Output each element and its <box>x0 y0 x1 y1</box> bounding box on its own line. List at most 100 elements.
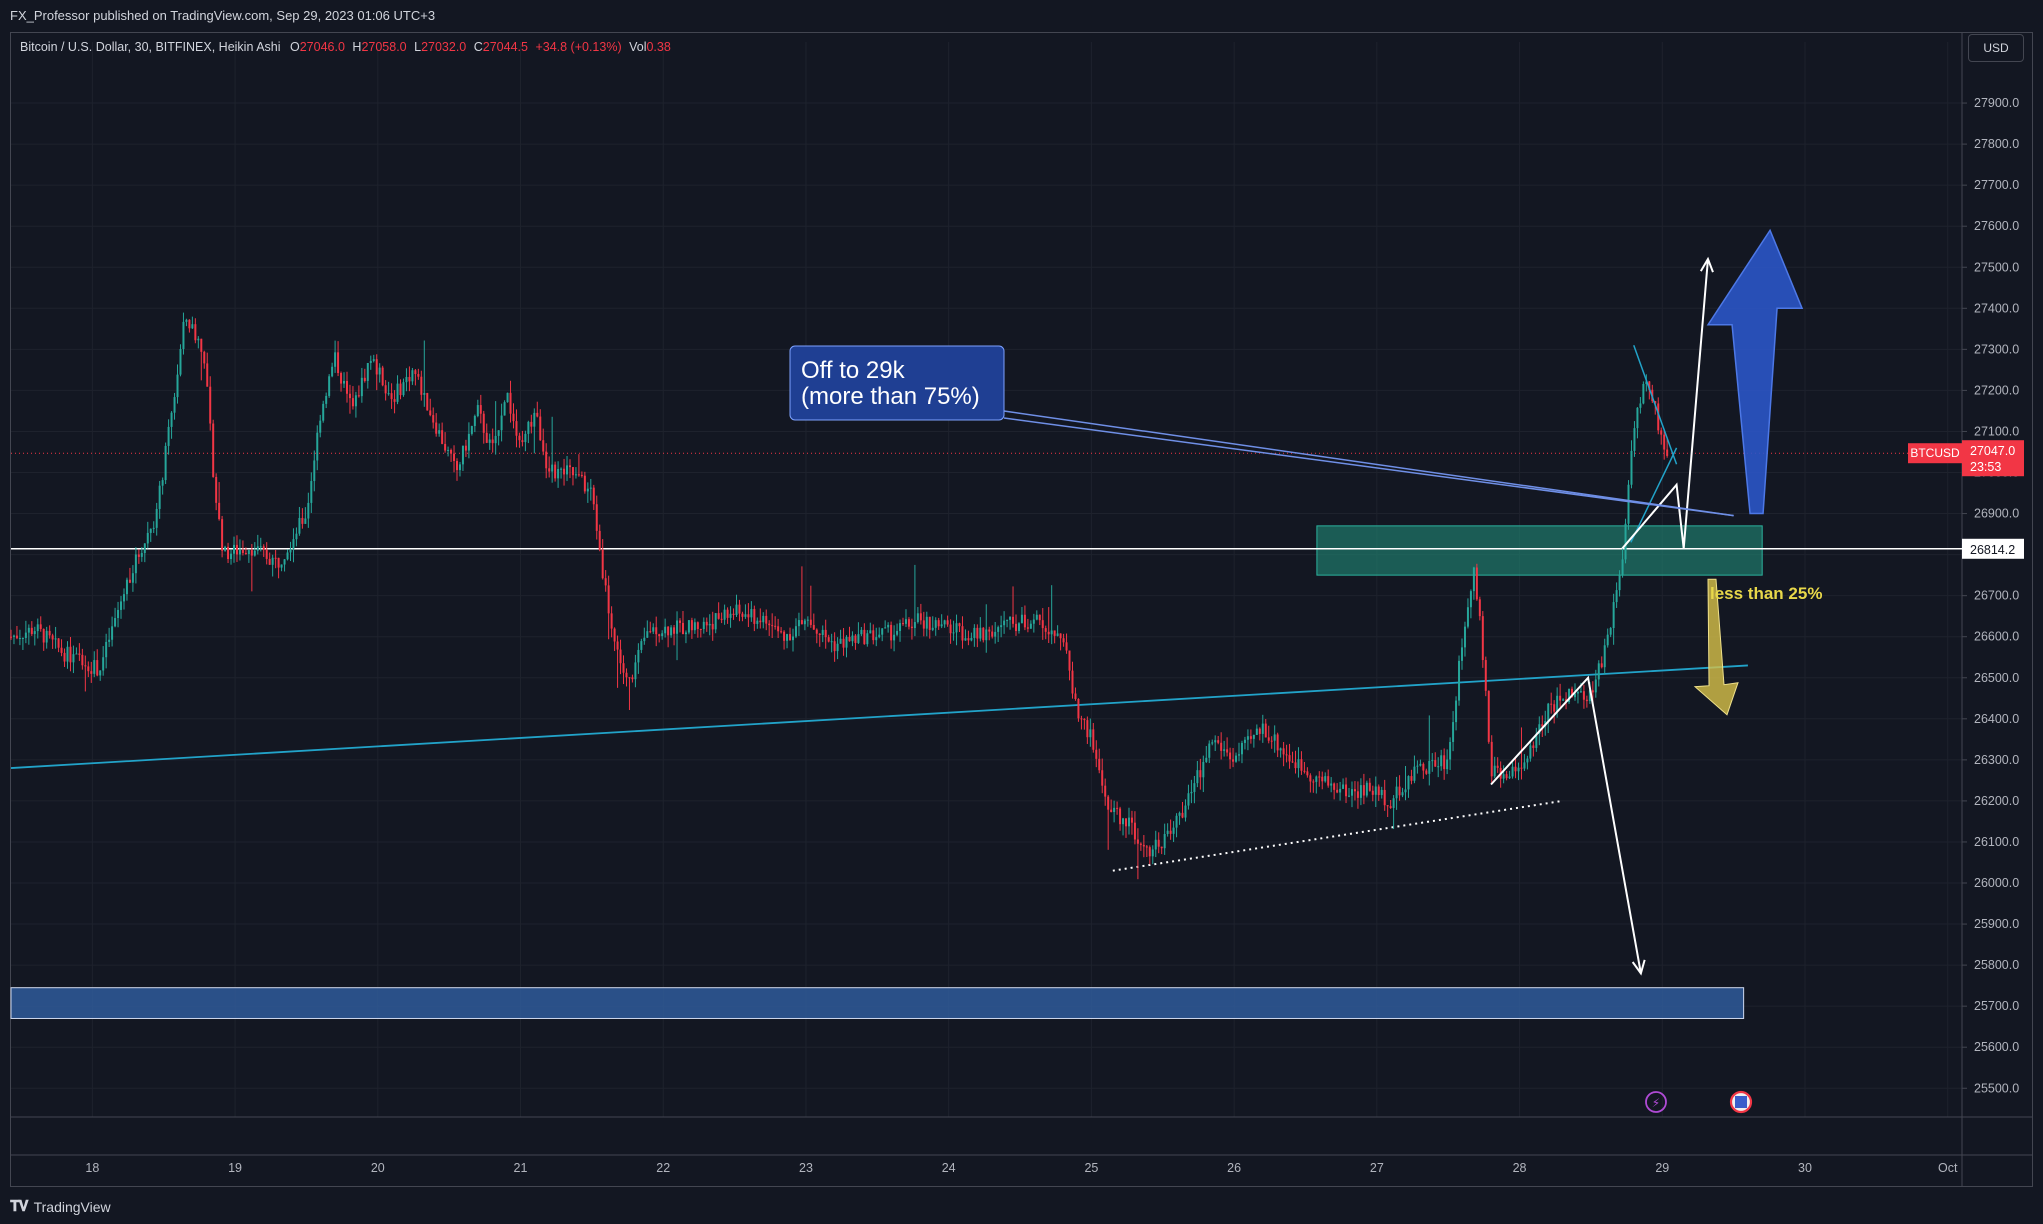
x-tick-label: 22 <box>656 1161 670 1175</box>
x-tick-label: 26 <box>1227 1161 1241 1175</box>
candle-body <box>1377 786 1380 796</box>
candle-body <box>1529 745 1532 759</box>
candle-body <box>137 554 140 557</box>
candle-body <box>1615 590 1618 603</box>
symbol-badge-text: BTCUSD <box>1910 446 1960 460</box>
candle-body <box>476 405 479 417</box>
candle-body <box>39 624 42 629</box>
candle-body <box>1657 403 1660 431</box>
hline-price-badge <box>1962 538 2024 559</box>
candle-body <box>1594 679 1597 693</box>
candle-body <box>1181 812 1184 818</box>
candle-body <box>1229 752 1232 760</box>
candle-body <box>946 620 949 625</box>
candle-body <box>1374 786 1377 795</box>
candle-body <box>1006 619 1009 621</box>
candle-body <box>631 677 634 680</box>
candle-body <box>893 634 896 641</box>
lightning-glyph-icon: ⚡ <box>1652 1096 1660 1110</box>
candle-body <box>1014 623 1017 632</box>
candle-body <box>387 393 390 395</box>
y-tick-label: 25800.0 <box>1974 958 2019 972</box>
candle-body <box>426 393 429 411</box>
candle-body <box>964 638 967 641</box>
candle-body <box>491 439 494 444</box>
candle-body <box>783 631 786 641</box>
candle-body <box>566 465 569 475</box>
candle-body <box>1193 783 1196 792</box>
candle-body <box>557 469 560 479</box>
candle-body <box>500 415 503 431</box>
candle-body <box>438 430 441 434</box>
symbol-title[interactable]: Bitcoin / U.S. Dollar, 30, BITFINEX, Hei… <box>20 40 281 54</box>
candle-body <box>1300 759 1303 771</box>
candle-body <box>1104 785 1107 797</box>
candle-body <box>780 631 783 633</box>
candle-body <box>545 451 548 469</box>
candle-body <box>215 476 218 503</box>
candle-body <box>125 579 128 595</box>
candle-body <box>670 627 673 636</box>
candle-body <box>928 616 931 630</box>
candle-body <box>622 663 625 673</box>
candle-body <box>1223 749 1226 751</box>
candle-body <box>224 546 227 551</box>
candle-body <box>45 630 48 643</box>
candle-body <box>735 604 738 616</box>
candle-body <box>916 613 919 623</box>
candle-body <box>345 380 348 394</box>
tradingview-logo[interactable]: 𝐓𝐕 TradingView <box>10 1198 111 1215</box>
candle-body <box>1050 630 1053 635</box>
candle-body <box>253 550 256 556</box>
candle-body <box>164 445 167 481</box>
candle-body <box>441 430 444 444</box>
candle-body <box>15 635 18 639</box>
y-tick-label: 25500.0 <box>1974 1081 2019 1095</box>
candle-body <box>1466 607 1469 627</box>
candle-body <box>637 649 640 663</box>
us-flag-inner-icon <box>1735 1096 1747 1108</box>
lightning-event-icon[interactable] <box>1645 1091 1667 1113</box>
candle-body <box>1315 776 1318 782</box>
candle-body <box>354 395 357 407</box>
candle-body <box>899 623 902 631</box>
currency-button[interactable]: USD <box>1968 34 2024 62</box>
candle-body <box>824 629 827 638</box>
candle-body <box>919 613 922 621</box>
candle-body <box>875 637 878 641</box>
candle-body <box>482 413 485 433</box>
x-tick-label: 19 <box>228 1161 242 1175</box>
candle-body <box>48 630 51 636</box>
candle-body <box>839 638 842 644</box>
x-tick-label: 30 <box>1798 1161 1812 1175</box>
candle-body <box>1130 817 1133 823</box>
candle-body <box>1178 812 1181 816</box>
candle-body <box>84 665 87 667</box>
candle-body <box>1431 760 1434 762</box>
y-tick-label: 27800.0 <box>1974 137 2019 151</box>
candle-body <box>1621 559 1624 576</box>
candle-body <box>1612 602 1615 629</box>
x-tick-label: 20 <box>371 1161 385 1175</box>
candle-body <box>1440 755 1443 767</box>
candle-body <box>10 636 12 638</box>
candle-body <box>298 517 301 534</box>
candle-body <box>134 554 137 574</box>
candle-body <box>976 627 979 639</box>
candle-body <box>1330 783 1333 786</box>
candle-body <box>1443 755 1446 770</box>
candle-body <box>756 620 759 624</box>
candle-body <box>271 557 274 565</box>
candle-body <box>1449 741 1452 760</box>
candle-body <box>1416 765 1419 767</box>
chart-frame[interactable] <box>10 32 2033 1187</box>
candle-body <box>78 653 81 655</box>
candle-body <box>328 376 331 396</box>
cyan-trendline <box>10 664 1748 769</box>
candle-body <box>432 415 435 423</box>
candle-body <box>393 399 396 402</box>
candle-body <box>1487 690 1490 742</box>
close-label: C <box>473 40 483 54</box>
candle-body <box>1469 591 1472 608</box>
